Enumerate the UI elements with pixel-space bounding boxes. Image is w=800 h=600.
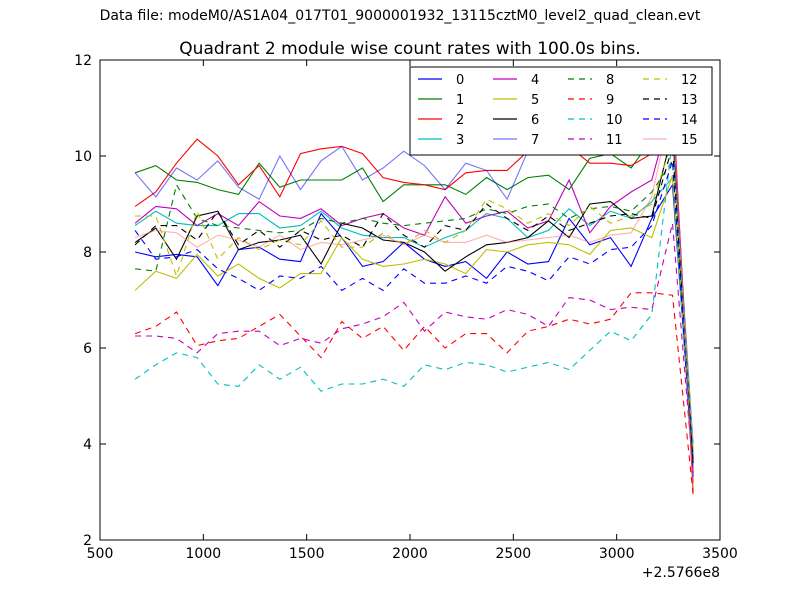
x-axis-offset-label: +2.5766e8 bbox=[642, 565, 720, 581]
x-tick-label: 1000 bbox=[186, 546, 222, 562]
legend-label-6: 6 bbox=[531, 113, 539, 128]
series-line-2 bbox=[134, 91, 694, 493]
legend-label-1: 1 bbox=[456, 93, 464, 108]
legend-label-8: 8 bbox=[606, 73, 614, 88]
legend-label-7: 7 bbox=[531, 133, 539, 148]
legend-box bbox=[409, 66, 713, 156]
series-line-11 bbox=[135, 223, 694, 473]
series-line-9 bbox=[134, 292, 694, 495]
y-tick-label: 12 bbox=[74, 53, 92, 69]
legend-label-14: 14 bbox=[681, 113, 698, 128]
series-line-10 bbox=[134, 139, 694, 454]
series-line-6 bbox=[134, 131, 694, 459]
legend-label-11: 11 bbox=[606, 133, 623, 148]
x-tick-label: 3500 bbox=[702, 546, 738, 562]
legend-label-9: 9 bbox=[606, 93, 614, 108]
series-line-15 bbox=[134, 100, 694, 488]
y-tick-label: 10 bbox=[74, 149, 92, 165]
series-line-12 bbox=[135, 141, 694, 449]
legend-label-10: 10 bbox=[606, 113, 623, 128]
series-line-0 bbox=[134, 183, 694, 464]
legend-label-3: 3 bbox=[456, 133, 464, 148]
legend-label-5: 5 bbox=[531, 93, 539, 108]
series-layer bbox=[134, 91, 694, 495]
legend-label-15: 15 bbox=[681, 133, 698, 148]
series-line-8 bbox=[135, 159, 694, 473]
series-line-13 bbox=[134, 146, 694, 464]
y-tick-label: 6 bbox=[83, 341, 92, 357]
legend-label-4: 4 bbox=[531, 73, 539, 88]
legend-label-13: 13 bbox=[681, 93, 698, 108]
series-line-5 bbox=[134, 175, 694, 454]
series-line-7 bbox=[134, 117, 694, 445]
legend-label-0: 0 bbox=[456, 73, 464, 88]
chart-title: Quadrant 2 module wise count rates with … bbox=[179, 39, 640, 59]
y-tick-label: 4 bbox=[83, 437, 92, 453]
x-tick-label: 500 bbox=[87, 546, 114, 562]
x-tick-label: 3000 bbox=[599, 546, 635, 562]
series-line-14 bbox=[134, 160, 694, 478]
series-line-3 bbox=[134, 176, 694, 469]
x-tick-label: 1500 bbox=[289, 546, 325, 562]
y-tick-label: 2 bbox=[83, 533, 92, 549]
y-tick-label: 8 bbox=[83, 245, 92, 261]
x-tick-label: 2000 bbox=[392, 546, 428, 562]
x-tick-label: 2500 bbox=[496, 546, 532, 562]
series-line-1 bbox=[134, 128, 694, 483]
legend-label-2: 2 bbox=[456, 113, 464, 128]
legend-label-12: 12 bbox=[681, 73, 698, 88]
figure-suptitle: Data file: modeM0/AS1A04_017T01_90000019… bbox=[99, 8, 701, 24]
